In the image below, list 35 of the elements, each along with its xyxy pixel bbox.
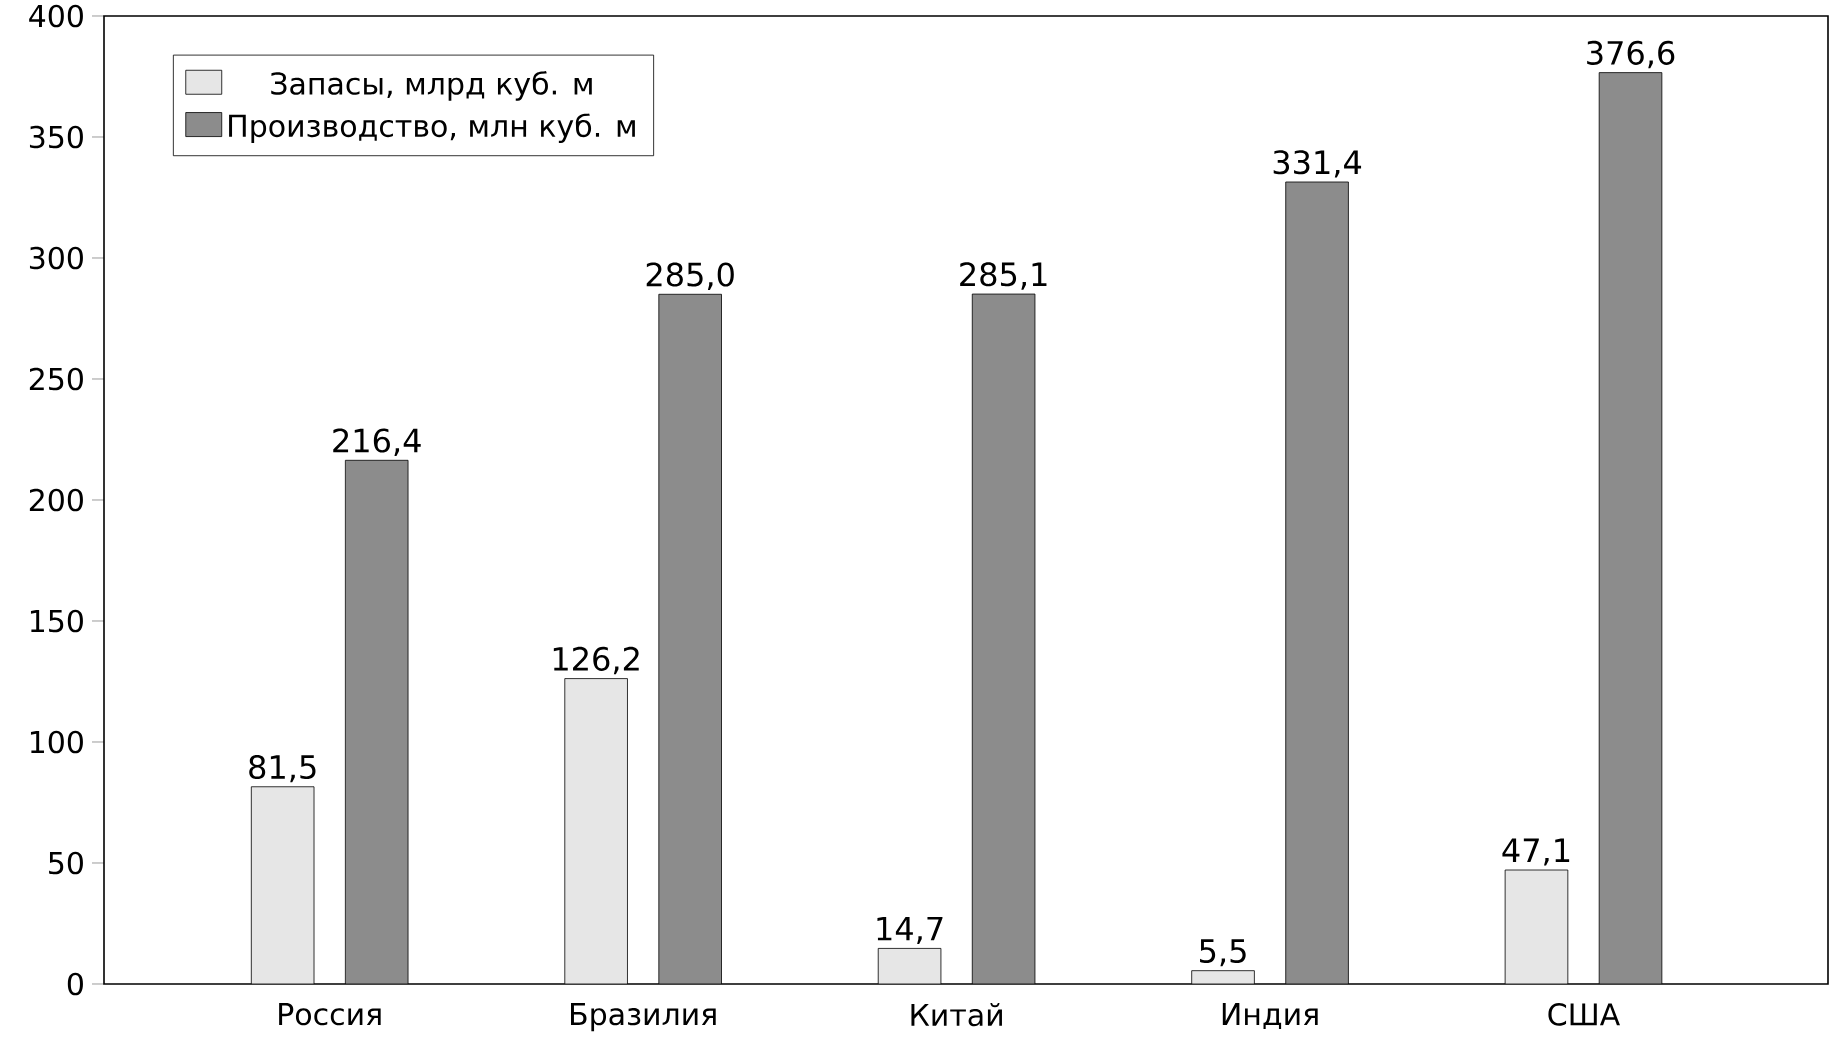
y-tick-label: 250	[29, 367, 83, 391]
bar	[877, 948, 942, 984]
bar	[250, 786, 315, 984]
data-label: 376,6	[1587, 40, 1675, 69]
y-tick-label: 50	[49, 851, 83, 875]
x-tick-label: Россия	[279, 1003, 381, 1026]
y-tick-label: 400	[29, 4, 83, 28]
bar	[1504, 869, 1569, 984]
x-tick-label: США	[1548, 1003, 1620, 1026]
legend-label: Запасы, млрд куб. м	[271, 71, 592, 101]
bar	[344, 459, 409, 984]
y-tick-label: 350	[29, 125, 83, 149]
data-label: 5,5	[1200, 939, 1246, 967]
y-tick-label: 150	[30, 609, 83, 633]
x-tick-label: Индия	[1222, 1003, 1318, 1030]
bar	[1598, 72, 1663, 984]
y-tick-label: 300	[29, 246, 83, 270]
data-label: 285,1	[960, 262, 1047, 290]
bar	[658, 293, 722, 984]
x-tick-label: Бразилия	[571, 1003, 716, 1032]
bar	[971, 293, 1036, 984]
data-label: 126,2	[553, 646, 639, 675]
x-tick-label: Китай	[911, 1003, 1002, 1027]
y-tick-label: 200	[29, 488, 83, 512]
data-label: 216,4	[333, 428, 421, 456]
data-label: 14,7	[877, 916, 943, 945]
data-label: 81,5	[249, 754, 316, 783]
data-label: 331,4	[1273, 150, 1362, 178]
data-label: 285,0	[646, 262, 734, 290]
bar	[564, 678, 628, 984]
y-tick-label: 100	[30, 730, 83, 754]
legend-label: Производство, млн куб. м	[229, 113, 635, 143]
y-tick-label: 0	[67, 972, 83, 996]
data-label: 47,1	[1502, 838, 1570, 866]
bar	[1285, 181, 1349, 984]
